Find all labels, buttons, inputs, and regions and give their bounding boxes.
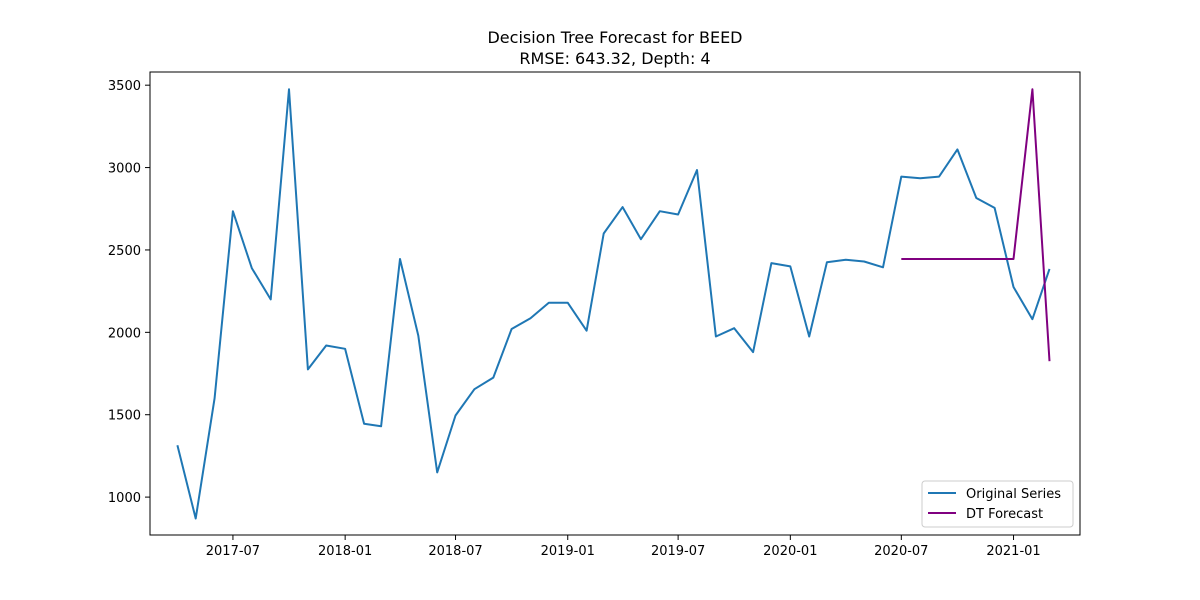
y-tick-label: 1500 [108, 409, 141, 424]
legend: Original Series DT Forecast [921, 480, 1074, 528]
y-tick-label: 3000 [108, 162, 141, 177]
legend-label-original-series: Original Series [966, 487, 1061, 502]
x-tick-label: 2017-07 [206, 544, 260, 559]
x-tick-label: 2019-01 [541, 544, 595, 559]
chart-title: Decision Tree Forecast for BEED [487, 28, 742, 47]
x-tick-label: 2021-01 [986, 544, 1040, 559]
y-tick-label: 3500 [108, 79, 141, 94]
plot-lines [176, 88, 1051, 520]
legend-label-dt-forecast: DT Forecast [966, 507, 1043, 522]
x-tick-label: 2018-07 [428, 544, 482, 559]
legend-box [921, 480, 1074, 528]
x-axis: 2017-07 2018-01 2018-07 2019-01 2019-07 2020-… [206, 535, 1041, 559]
series-line-dt-forecast [901, 88, 1051, 362]
y-tick-label: 2000 [108, 326, 141, 341]
y-tick-label: 1000 [108, 491, 141, 506]
plot-frame [149, 71, 1081, 536]
series-line-original-series [176, 88, 1051, 520]
y-tick-label: 2500 [108, 244, 141, 259]
x-tick-label: 2018-01 [318, 544, 372, 559]
x-tick-label: 2020-07 [874, 544, 928, 559]
y-axis: 1000 1500 2000 2500 3000 3500 [108, 79, 150, 506]
chart-subtitle: RMSE: 643.32, Depth: 4 [519, 49, 710, 68]
x-tick-label: 2019-07 [651, 544, 705, 559]
x-tick-label: 2020-01 [763, 544, 817, 559]
